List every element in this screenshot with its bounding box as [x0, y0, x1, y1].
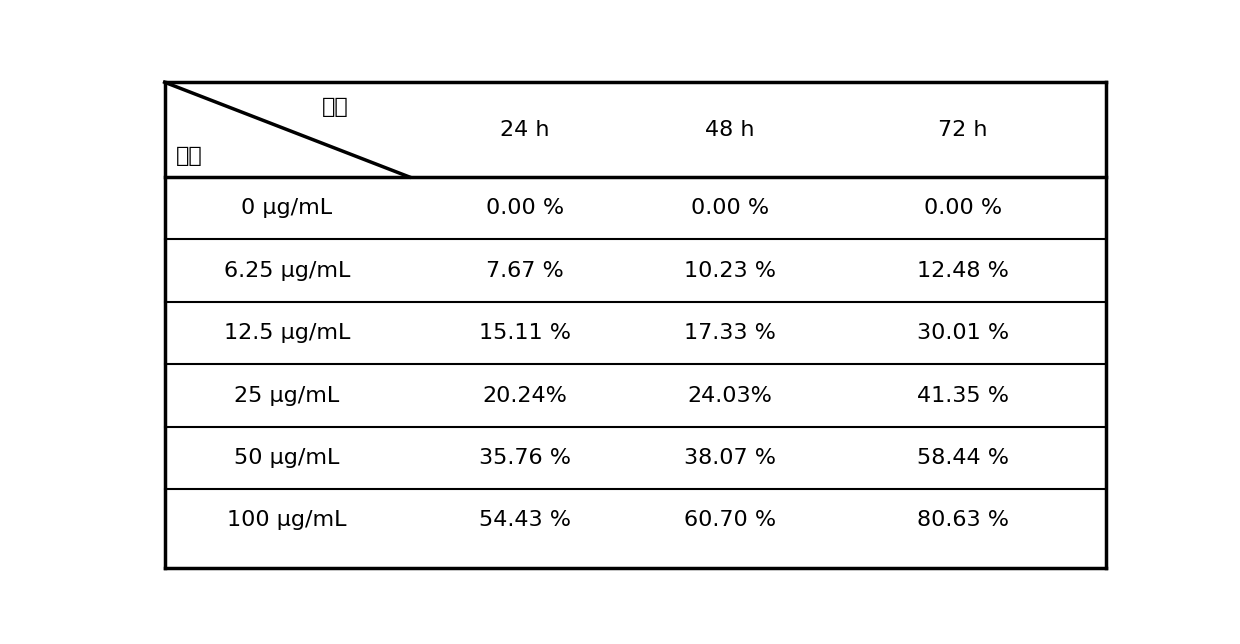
Text: 80.63 %: 80.63 %	[916, 511, 1009, 531]
Text: 35.76 %: 35.76 %	[479, 448, 570, 468]
Text: 25 μg/mL: 25 μg/mL	[234, 386, 340, 406]
Text: 24.03%: 24.03%	[687, 386, 773, 406]
Text: 54.43 %: 54.43 %	[479, 511, 570, 531]
Text: 0.00 %: 0.00 %	[691, 198, 769, 218]
Text: 20.24%: 20.24%	[482, 386, 567, 406]
Text: 17.33 %: 17.33 %	[683, 323, 775, 343]
Text: 38.07 %: 38.07 %	[683, 448, 776, 468]
Text: 6.25 μg/mL: 6.25 μg/mL	[224, 261, 350, 281]
Text: 0.00 %: 0.00 %	[486, 198, 564, 218]
Text: 12.48 %: 12.48 %	[916, 261, 1008, 281]
Text: 浓度: 浓度	[176, 146, 203, 166]
Text: 时间: 时间	[321, 97, 348, 117]
Text: 100 μg/mL: 100 μg/mL	[227, 511, 347, 531]
Text: 60.70 %: 60.70 %	[683, 511, 776, 531]
Text: 0.00 %: 0.00 %	[924, 198, 1002, 218]
Text: 58.44 %: 58.44 %	[916, 448, 1009, 468]
Text: 15.11 %: 15.11 %	[479, 323, 570, 343]
Text: 7.67 %: 7.67 %	[486, 261, 564, 281]
Text: 0 μg/mL: 0 μg/mL	[242, 198, 332, 218]
Text: 41.35 %: 41.35 %	[916, 386, 1009, 406]
Text: 30.01 %: 30.01 %	[916, 323, 1009, 343]
Text: 10.23 %: 10.23 %	[683, 261, 776, 281]
Text: 12.5 μg/mL: 12.5 μg/mL	[224, 323, 350, 343]
Text: 72 h: 72 h	[937, 120, 987, 140]
Text: 24 h: 24 h	[500, 120, 549, 140]
Text: 48 h: 48 h	[704, 120, 754, 140]
Text: 50 μg/mL: 50 μg/mL	[234, 448, 340, 468]
